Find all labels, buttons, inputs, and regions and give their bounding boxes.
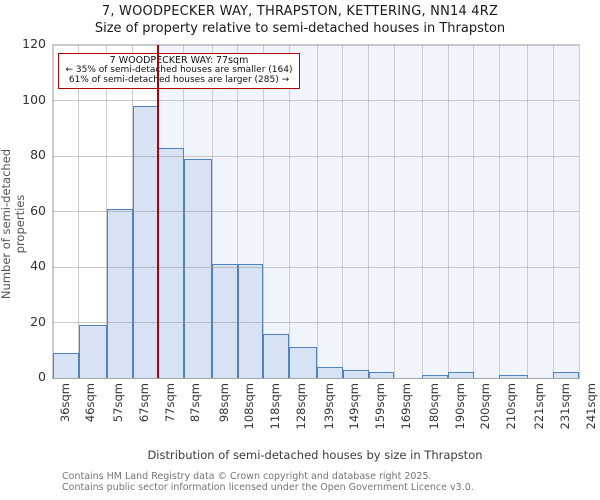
histogram-bar xyxy=(448,372,474,378)
vertical-gridline xyxy=(421,45,423,378)
plot-area: 7 WOODPECKER WAY: 77sqm ← 35% of semi-de… xyxy=(52,44,580,379)
x-tick-label: 190sqm xyxy=(452,383,467,430)
x-tick-label: 139sqm xyxy=(321,383,336,430)
x-tick-label: 36sqm xyxy=(57,383,72,423)
annotation-property: 7 WOODPECKER WAY: 77sqm xyxy=(109,55,249,66)
vertical-gridline xyxy=(288,45,290,378)
x-tick-label: 128sqm xyxy=(293,383,308,430)
footer-copyright-line2: Contains public sector information licen… xyxy=(62,482,474,493)
horizontal-gridline xyxy=(53,44,579,46)
annotation-larger: 61% of semi-detached houses are larger (… xyxy=(68,74,290,85)
x-tick-label: 67sqm xyxy=(137,383,152,423)
vertical-gridline xyxy=(316,45,318,378)
histogram-bar xyxy=(263,333,290,378)
vertical-gridline xyxy=(527,45,529,378)
histogram-bar xyxy=(158,147,184,378)
histogram-bar xyxy=(132,106,159,378)
y-axis-title: Number of semi-detached properties xyxy=(0,148,27,300)
vertical-gridline xyxy=(52,45,54,378)
histogram-bar xyxy=(342,369,369,378)
x-tick-label: 159sqm xyxy=(373,383,388,430)
y-tick-label: 20 xyxy=(30,313,46,329)
histogram-bar xyxy=(553,372,579,378)
x-tick-label: 149sqm xyxy=(347,383,362,430)
x-tick-label: 241sqm xyxy=(583,383,598,430)
histogram-bar xyxy=(78,325,107,378)
x-tick-label: 77sqm xyxy=(162,383,177,423)
y-tick-label: 100 xyxy=(22,91,46,107)
x-tick-label: 221sqm xyxy=(532,383,547,430)
vertical-gridline xyxy=(578,45,580,378)
chart-subtitle: Size of property relative to semi-detach… xyxy=(94,21,506,36)
vertical-gridline xyxy=(368,45,370,378)
vertical-gridline xyxy=(393,45,395,378)
y-tick-label: 80 xyxy=(30,147,46,162)
vertical-gridline xyxy=(78,45,80,378)
x-tick-label: 200sqm xyxy=(478,383,493,430)
vertical-gridline xyxy=(447,45,449,378)
vertical-gridline xyxy=(552,45,554,378)
horizontal-gridline xyxy=(53,100,579,101)
histogram-bar xyxy=(237,264,264,378)
x-tick-label: 98sqm xyxy=(216,383,231,423)
y-tick-label: 60 xyxy=(30,202,46,218)
x-axis-title: Distribution of semi-detached houses by … xyxy=(147,448,483,462)
x-tick-label: 231sqm xyxy=(557,383,572,430)
histogram-bar xyxy=(317,366,343,378)
histogram-bar xyxy=(183,158,213,378)
y-tick-label: 0 xyxy=(38,369,46,384)
chart-title: 7, WOODPECKER WAY, THRAPSTON, KETTERING,… xyxy=(101,4,499,19)
x-tick-label: 118sqm xyxy=(267,383,282,430)
vertical-gridline xyxy=(342,45,344,378)
x-tick-label: 210sqm xyxy=(503,383,518,430)
vertical-gridline xyxy=(211,45,213,378)
y-tick-label: 120 xyxy=(22,36,46,51)
histogram-bar xyxy=(289,347,318,378)
x-tick-label: 169sqm xyxy=(398,383,413,430)
histogram-bar xyxy=(212,264,238,378)
histogram-bar xyxy=(106,208,133,378)
histogram-bar xyxy=(53,353,79,378)
vertical-gridline xyxy=(262,45,264,378)
annotation-smaller: ← 35% of semi-detached houses are smalle… xyxy=(65,65,293,75)
vertical-gridline xyxy=(498,45,500,378)
vertical-gridline xyxy=(473,45,475,378)
horizontal-gridline xyxy=(53,211,579,212)
x-tick-label: 57sqm xyxy=(111,383,126,423)
x-tick-label: 108sqm xyxy=(242,383,257,430)
vertical-gridline xyxy=(237,45,239,378)
annotation-box: 7 WOODPECKER WAY: 77sqm ← 35% of semi-de… xyxy=(58,53,300,89)
y-tick-label: 40 xyxy=(30,258,46,273)
x-tick-label: 87sqm xyxy=(188,383,203,423)
histogram-bar xyxy=(368,372,395,378)
subject-property-marker-line xyxy=(157,45,160,378)
horizontal-gridline xyxy=(53,322,579,323)
x-tick-label: 180sqm xyxy=(426,383,441,430)
histogram-bar xyxy=(499,375,528,378)
x-tick-label: 46sqm xyxy=(83,383,98,423)
histogram-bar xyxy=(422,375,449,378)
horizontal-gridline xyxy=(53,155,579,157)
horizontal-gridline xyxy=(53,266,579,268)
footer-copyright-line1: Contains HM Land Registry data © Crown c… xyxy=(62,471,432,482)
